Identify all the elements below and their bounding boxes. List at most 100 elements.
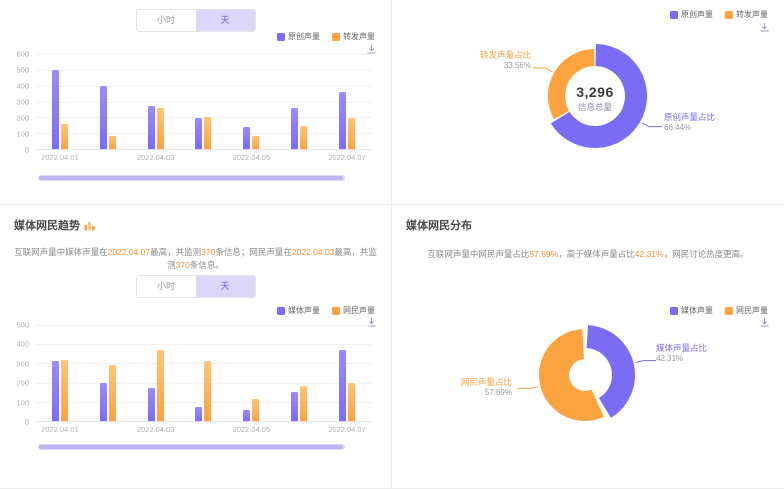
- desc-highlight: 57.69%: [529, 249, 559, 259]
- bar-转发声量-2022.04.07[interactable]: [347, 118, 355, 149]
- legend-item-原创声量[interactable]: 原创声量: [277, 31, 320, 42]
- bar-转发声量-2022.04.03[interactable]: [156, 107, 164, 149]
- tab-day[interactable]: 天: [195, 276, 255, 297]
- legend-item-网民声量[interactable]: 网民声量: [725, 305, 768, 316]
- bar-转发声量-2022.04.05[interactable]: [252, 136, 260, 149]
- bar-原创声量-2022.04.07[interactable]: [338, 92, 346, 149]
- bar-媒体声量-2022.04.04[interactable]: [195, 406, 203, 421]
- tab-day[interactable]: 天: [195, 10, 255, 31]
- bar-转发声量-2022.04.04[interactable]: [204, 116, 212, 149]
- data-zoom-thumb[interactable]: [39, 176, 343, 180]
- desc-text: 最高，共监测: [167, 247, 377, 270]
- bar-网民声量-2022.04.02[interactable]: [108, 365, 116, 421]
- gridline: [36, 54, 371, 55]
- gridline: [36, 344, 371, 346]
- bar-网民声量-2022.04.03[interactable]: [156, 349, 164, 421]
- bar-原创声量-2022.04.03[interactable]: [147, 106, 155, 149]
- bar-媒体声量-2022.04.07[interactable]: [338, 349, 346, 421]
- donut-slice-转发声量[interactable]: [548, 49, 595, 120]
- callout-line-网民声量: [517, 385, 539, 389]
- y-axis-tick: 500: [16, 320, 29, 330]
- y-axis-tick: 0: [24, 145, 29, 155]
- bar-group-2022.04.07[interactable]: 2022.04.07: [328, 325, 366, 434]
- data-zoom-thumb[interactable]: [39, 445, 343, 449]
- download-icon[interactable]: [759, 317, 770, 328]
- legend-swatch: [332, 32, 340, 41]
- bar-媒体声量-2022.04.05[interactable]: [243, 410, 251, 421]
- chart-legend: 媒体声量 网民声量: [670, 305, 768, 316]
- data-zoom-slider[interactable]: [38, 444, 345, 450]
- x-axis-label: 2022.04.07: [328, 425, 366, 434]
- tab-hour[interactable]: 小时: [156, 281, 175, 291]
- tab-hour[interactable]: 小时: [156, 15, 175, 25]
- y-axis-tick: 0: [24, 417, 29, 427]
- bar-转发声量-2022.04.06[interactable]: [300, 126, 308, 149]
- bar-转发声量-2022.04.02[interactable]: [108, 136, 116, 149]
- bar-网民声量-2022.04.05[interactable]: [252, 398, 260, 421]
- y-axis-tick: 200: [16, 113, 29, 123]
- bar-group-2022.04.05[interactable]: 2022.04.05: [233, 325, 270, 434]
- download-icon[interactable]: [366, 44, 377, 55]
- donut-slice-网民声量[interactable]: [539, 329, 604, 421]
- download-icon[interactable]: [759, 22, 770, 33]
- donut-slice-媒体声量[interactable]: [586, 325, 635, 418]
- legend-label: 网民声量: [736, 306, 768, 315]
- bar-group-2022.04.01[interactable]: 2022.04.01: [41, 325, 79, 434]
- desc-text: 条信息。: [189, 259, 224, 270]
- bar-group-2022.04.06[interactable]: [291, 325, 308, 421]
- bar-group-2022.04.01[interactable]: 2022.04.01: [41, 54, 79, 162]
- y-axis-tick: 200: [16, 378, 29, 388]
- bar-group-2022.04.07[interactable]: 2022.04.07: [328, 54, 366, 162]
- legend-item-转发声量[interactable]: 转发声量: [725, 9, 768, 20]
- bar-媒体声量-2022.04.03[interactable]: [147, 388, 155, 421]
- bar-媒体声量-2022.04.01[interactable]: [51, 361, 59, 421]
- bar-网民声量-2022.04.07[interactable]: [347, 382, 355, 421]
- panel-description: 互联网声量中网民声量占比57.69%，高于媒体声量占比42.31%，网民讨论热度…: [404, 248, 772, 261]
- bar-网民声量-2022.04.01[interactable]: [60, 359, 68, 421]
- x-axis-label: 2022.04.05: [232, 425, 271, 434]
- desc-highlight: 42.31%: [634, 249, 664, 259]
- legend-item-原创声量[interactable]: 原创声量: [670, 9, 713, 20]
- legend-swatch: [332, 306, 340, 315]
- desc-text: 条信息；网民声量在: [215, 247, 292, 257]
- desc-text: 互联网声量中媒体声量在: [14, 247, 108, 257]
- chart-legend: 原创声量 转发声量: [277, 31, 375, 42]
- bar-group-2022.04.03[interactable]: 2022.04.03: [137, 325, 174, 434]
- bar-网民声量-2022.04.04[interactable]: [204, 361, 212, 421]
- donut-slice-原创声量[interactable]: [550, 44, 647, 148]
- bar-网民声量-2022.04.06[interactable]: [300, 386, 308, 421]
- legend-label: 媒体声量: [681, 306, 713, 315]
- bar-原创声量-2022.04.01[interactable]: [51, 69, 59, 149]
- bar-group-2022.04.03[interactable]: 2022.04.03: [137, 54, 174, 162]
- bar-group-2022.04.02[interactable]: [99, 54, 116, 149]
- gridline: [36, 363, 371, 365]
- panel-volume-trend: 小时 天 原创声量 转发声量 600 500 400 300 200 100 0 2022.0…: [0, 0, 392, 205]
- legend-item-媒体声量[interactable]: 媒体声量: [277, 305, 320, 316]
- bar-原创声量-2022.04.04[interactable]: [195, 118, 203, 149]
- slice-callout-original: 原创声量占比 66.44%: [664, 112, 715, 134]
- bar-group-2022.04.06[interactable]: [291, 54, 308, 149]
- panel-media-netizen-trend: 媒体网民趋势 互联网声量中媒体声量在2022.04.07最高，共监测370条信息…: [0, 205, 392, 489]
- bar-转发声量-2022.04.01[interactable]: [60, 124, 68, 149]
- bar-原创声量-2022.04.05[interactable]: [243, 126, 251, 149]
- desc-highlight: 2022.04.03: [291, 247, 335, 257]
- bar-原创声量-2022.04.06[interactable]: [291, 107, 299, 149]
- slice-callout-netizen: 网民声量占比 57.69%: [461, 377, 512, 399]
- legend-label: 转发声量: [343, 32, 375, 41]
- bar-媒体声量-2022.04.02[interactable]: [99, 382, 107, 421]
- legend-label: 原创声量: [681, 10, 713, 19]
- bar-媒体声量-2022.04.06[interactable]: [291, 392, 299, 421]
- bar-group-2022.04.02[interactable]: [99, 325, 116, 421]
- y-axis: 500 400 300 200 100 0: [10, 321, 36, 427]
- data-zoom-slider[interactable]: [38, 175, 345, 181]
- bar-group-2022.04.04[interactable]: [195, 54, 212, 149]
- bar-chart-media-netizen: 500 400 300 200 100 0 2022.04.01 2022.04.03 202…: [10, 321, 371, 438]
- bar-group-2022.04.05[interactable]: 2022.04.05: [233, 54, 270, 162]
- legend-item-媒体声量[interactable]: 媒体声量: [670, 305, 713, 316]
- bar-原创声量-2022.04.02[interactable]: [99, 85, 107, 149]
- bar-chart-volume-trend: 600 500 400 300 200 100 0 2022.04.01 2022.04.03…: [10, 50, 371, 166]
- slice-callout-label: 原创声量占比: [664, 112, 716, 122]
- legend-item-网民声量[interactable]: 网民声量: [332, 305, 375, 316]
- bar-group-2022.04.04[interactable]: [195, 325, 212, 421]
- legend-item-转发声量[interactable]: 转发声量: [332, 31, 375, 42]
